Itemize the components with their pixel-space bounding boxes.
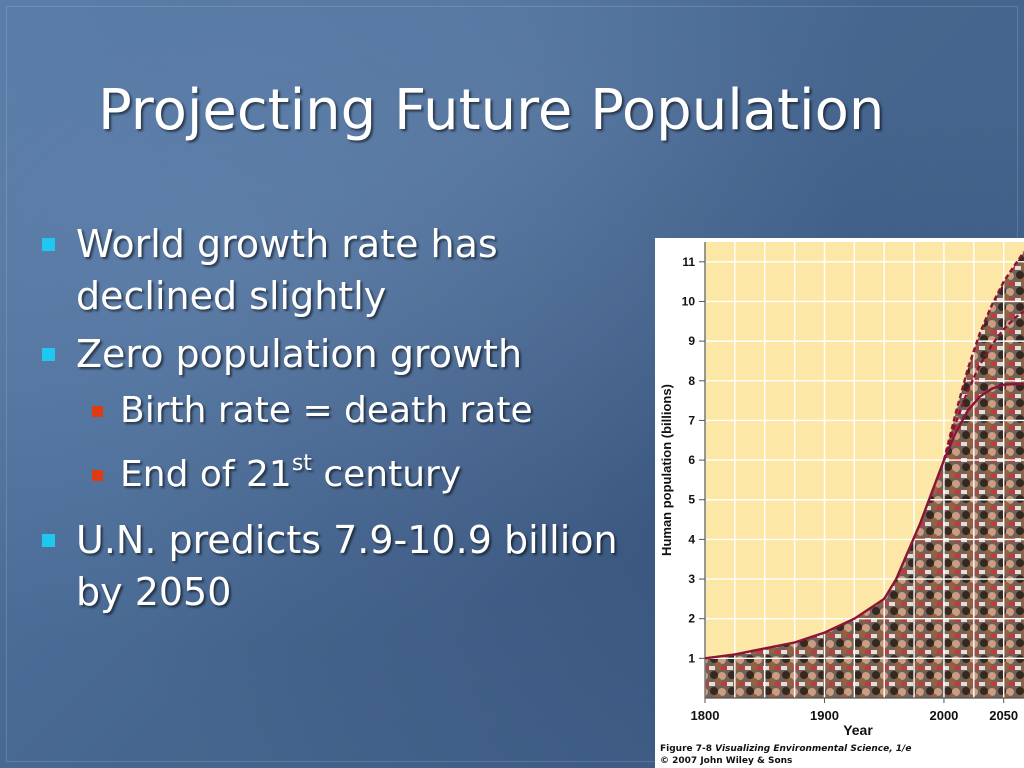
caption-figure-number: Figure 7-8 — [660, 744, 713, 754]
projection-line-dashed — [942, 310, 1024, 461]
bullet-text: Zero population growth — [76, 332, 523, 376]
sub-bullet-text: Birth rate = death rate — [120, 390, 533, 431]
bullet-text: World growth rate has declined slightly — [76, 222, 498, 318]
y-tick-label: 8 — [688, 374, 695, 388]
population-figure: 1 2 3 4 5 6 7 8 9 10 11 1800 1900 2000 2050 Year Human p… — [655, 238, 1024, 768]
slide-title: Projecting Future Population — [98, 78, 885, 143]
y-tick-label: 11 — [682, 255, 695, 269]
sub-bullet-text: End of 21st century — [120, 451, 462, 496]
square-bullet-icon — [42, 348, 55, 361]
bullet-list: World growth rate has declined slightly … — [36, 218, 636, 624]
y-tick-label: 10 — [682, 294, 696, 308]
y-tick-label: 2 — [688, 612, 695, 626]
square-bullet-icon — [42, 534, 55, 547]
x-tick-label: 1900 — [810, 708, 839, 723]
sub-bullet-text-main: End of 21 — [120, 454, 292, 495]
square-bullet-icon — [42, 238, 55, 251]
sub-bullet-text-tail: century — [311, 454, 462, 495]
x-tick-label: 1800 — [691, 708, 720, 723]
y-axis-label: Human population (billions) — [659, 384, 674, 556]
y-tick-label: 3 — [688, 572, 695, 586]
sub-bullet-item: End of 21st century — [36, 450, 636, 500]
bullet-text: U.N. predicts 7.9-10.9 billion by 2050 — [76, 518, 618, 614]
caption-book-title: Visualizing Environmental Science, 1/e — [712, 744, 912, 754]
square-bullet-icon — [92, 406, 103, 417]
square-bullet-icon — [92, 470, 103, 481]
x-tick-label: 2000 — [929, 708, 958, 723]
y-tick-label: 7 — [688, 413, 695, 427]
y-tick-label: 1 — [688, 651, 695, 665]
caption-copyright: © 2007 John Wiley & Sons — [660, 756, 793, 766]
bullet-item: Zero population growth — [36, 328, 636, 380]
figure-caption: Figure 7-8 Visualizing Environmental Sci… — [660, 743, 911, 767]
population-line — [942, 382, 1024, 461]
y-tick-label: 5 — [688, 493, 695, 507]
y-tick-label: 4 — [688, 532, 695, 546]
ordinal-superscript: st — [291, 451, 312, 476]
bullet-item: World growth rate has declined slightly — [36, 218, 636, 322]
projection-line-dashed — [942, 251, 1024, 461]
population-line — [704, 459, 946, 660]
bullet-item: U.N. predicts 7.9-10.9 billion by 2050 — [36, 514, 636, 618]
population-chart: 1 2 3 4 5 6 7 8 9 10 11 1800 1900 2000 2050 Year Human p… — [659, 242, 1024, 738]
x-tick-label: 2050 — [989, 708, 1018, 723]
sub-bullet-item: Birth rate = death rate — [36, 386, 636, 436]
y-tick-label: 6 — [688, 453, 695, 467]
y-tick-label: 9 — [688, 334, 695, 348]
x-axis-label: Year — [843, 722, 873, 738]
